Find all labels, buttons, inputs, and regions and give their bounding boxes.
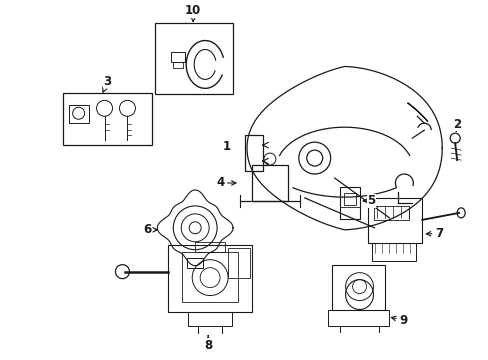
Bar [367, 198, 422, 243]
Bar [371, 243, 415, 261]
Bar [251, 165, 287, 201]
Bar [68, 105, 88, 123]
Bar [155, 23, 233, 94]
Bar [374, 206, 408, 220]
Bar [343, 193, 355, 205]
Text: 8: 8 [203, 336, 212, 352]
Bar [227, 248, 249, 278]
Text: 9: 9 [390, 314, 407, 327]
Bar [173, 62, 183, 68]
Text: 1: 1 [223, 140, 231, 153]
Bar [188, 312, 232, 327]
Bar [331, 265, 385, 310]
Bar [62, 93, 152, 145]
Text: 4: 4 [216, 176, 236, 189]
Text: 2: 2 [452, 118, 460, 131]
Text: 7: 7 [426, 227, 443, 240]
Bar [327, 310, 388, 327]
Bar [339, 187, 359, 219]
Text: 6: 6 [143, 223, 157, 236]
Text: 5: 5 [363, 194, 375, 207]
Bar [244, 135, 263, 171]
Text: 10: 10 [184, 4, 201, 21]
Text: 3: 3 [102, 75, 111, 92]
Bar [182, 252, 238, 302]
Bar [171, 53, 185, 62]
Bar [195, 242, 224, 252]
Bar [187, 258, 203, 268]
Bar [168, 245, 251, 312]
